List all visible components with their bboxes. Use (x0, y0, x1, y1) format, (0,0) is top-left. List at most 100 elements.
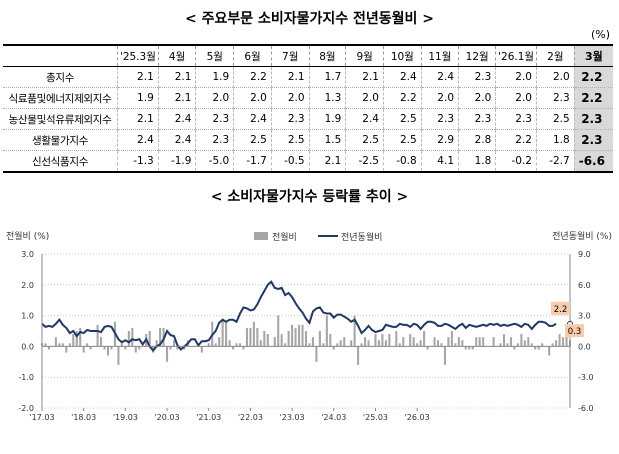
mom-bar (259, 340, 262, 347)
mom-bar (86, 343, 89, 347)
table-cell: 2.3 (495, 108, 537, 130)
mom-bar (103, 346, 106, 350)
mom-bar (364, 337, 367, 347)
cpi-chart: 3.0 2.0 1.0 0.0 -1.0 -2.0 9.0 6.0 3.0 0.0 -3.0 -6.0… (6, 230, 612, 422)
table-row: 농산물및석유류제외지수 2.1 2.4 2.3 2.4 2.3 1.9 2.4 2.5 2.3 2.… (3, 108, 613, 130)
table-cell: 2.0 (535, 66, 575, 88)
mom-bar (301, 324, 304, 347)
right-tick-label: 6.0 (578, 281, 591, 290)
mom-bar (461, 340, 464, 347)
table-cell: 2.3 (195, 129, 234, 151)
mom-bar (214, 343, 217, 347)
mom-bar (509, 337, 512, 347)
table-cell: 1.9 (117, 87, 159, 109)
table-cell: 1.7 (308, 66, 346, 88)
mom-bar (416, 343, 419, 347)
row-label: 생활물가지수 (3, 129, 118, 151)
mom-bar (225, 321, 228, 347)
table-row: 총지수 2.1 2.1 1.9 2.2 2.1 1.7 2.1 2.4 2.4 2.3 2.0 2.0 2… (3, 66, 613, 88)
table-cell: 2.2 (382, 87, 422, 109)
legend-label: 전년동월비 (341, 231, 382, 243)
mom-bar (367, 340, 370, 347)
table-cell: 2.3 (573, 129, 613, 151)
mom-bar (537, 346, 540, 350)
table-cell: 1.8 (535, 129, 575, 151)
mom-bar (360, 343, 363, 347)
left-tick-label: 0.0 (21, 342, 34, 351)
table-cell: 2.5 (233, 129, 272, 151)
mom-bar (311, 337, 314, 347)
table-cell: 2.2 (495, 129, 537, 151)
annotation-box (565, 324, 584, 338)
mom-bar (266, 334, 269, 347)
mom-bar (79, 327, 82, 347)
table-cell: 4.1 (420, 150, 459, 173)
table-corner (3, 44, 118, 67)
mom-bar (419, 340, 422, 347)
column-header: 9월 (345, 44, 384, 67)
mom-bar (464, 346, 467, 350)
table-cell: 2.3 (420, 108, 459, 130)
unit-label: (%) (590, 28, 610, 41)
mom-bar (530, 343, 533, 347)
legend-bar-swatch (254, 232, 268, 240)
mom-bar (183, 346, 186, 350)
mom-bar (443, 346, 446, 365)
mom-bar (468, 346, 471, 350)
table-cell: 2.0 (195, 87, 234, 109)
mom-bar (516, 343, 519, 347)
table-cell: 2.4 (382, 66, 422, 88)
right-tick-label: -6.0 (578, 404, 594, 413)
column-header: 8월 (308, 44, 346, 67)
table-cell: 2.0 (495, 87, 537, 109)
mom-bar (138, 346, 141, 350)
mom-bar (277, 315, 280, 347)
mom-bar (82, 346, 85, 353)
mom-bar (256, 327, 259, 347)
mom-bar (65, 346, 68, 353)
mom-bar (381, 334, 384, 347)
column-header: '25.3월 (117, 44, 159, 67)
annotation-label: 0.3 (568, 327, 582, 337)
table-cell: 2.1 (157, 87, 196, 109)
table-cell: 2.8 (457, 129, 496, 151)
mom-bar (520, 334, 523, 347)
table-cell: 2.3 (195, 108, 234, 130)
mom-bar (322, 343, 325, 347)
left-tick-label: -1.0 (18, 373, 34, 382)
right-tick-label: -3.0 (578, 373, 594, 382)
mom-bar (478, 337, 481, 347)
right-tick-label: 3.0 (578, 312, 591, 321)
mom-bar (117, 346, 120, 365)
mom-bar (245, 327, 248, 347)
table-cell: 2.0 (420, 87, 459, 109)
chart-title: < 소비자물가지수 등락률 추이 > (210, 189, 409, 205)
mom-bar (207, 343, 210, 347)
table-cell: 2.0 (457, 87, 496, 109)
chart-legend: 전월비 전년동월비 (254, 231, 382, 243)
mom-bar (325, 315, 328, 347)
column-header: 10월 (382, 44, 422, 67)
legend-label: 전월비 (272, 231, 297, 243)
table-cell: 1.9 (308, 108, 346, 130)
mom-bar (221, 318, 224, 347)
mom-bar (395, 331, 398, 347)
table-cell: 1.3 (308, 87, 346, 109)
mom-bar (436, 340, 440, 347)
mom-bar (120, 343, 123, 347)
mom-bar (127, 331, 130, 347)
x-tick-label: '19.03 (113, 413, 138, 422)
column-header: 6월 (233, 44, 272, 67)
mom-bar (58, 343, 61, 347)
table-cell: 2.0 (270, 87, 310, 109)
mom-bar (242, 346, 245, 350)
table-cell: 2.3 (535, 87, 575, 109)
mom-bar (353, 315, 356, 347)
table-cell: -0.2 (495, 150, 537, 173)
mom-bar (318, 331, 321, 347)
mom-bar (339, 340, 342, 347)
mom-bar (350, 340, 353, 347)
left-tick-label: -2.0 (18, 404, 34, 413)
mom-bar (124, 346, 127, 350)
table-cell: 2.3 (457, 66, 496, 88)
